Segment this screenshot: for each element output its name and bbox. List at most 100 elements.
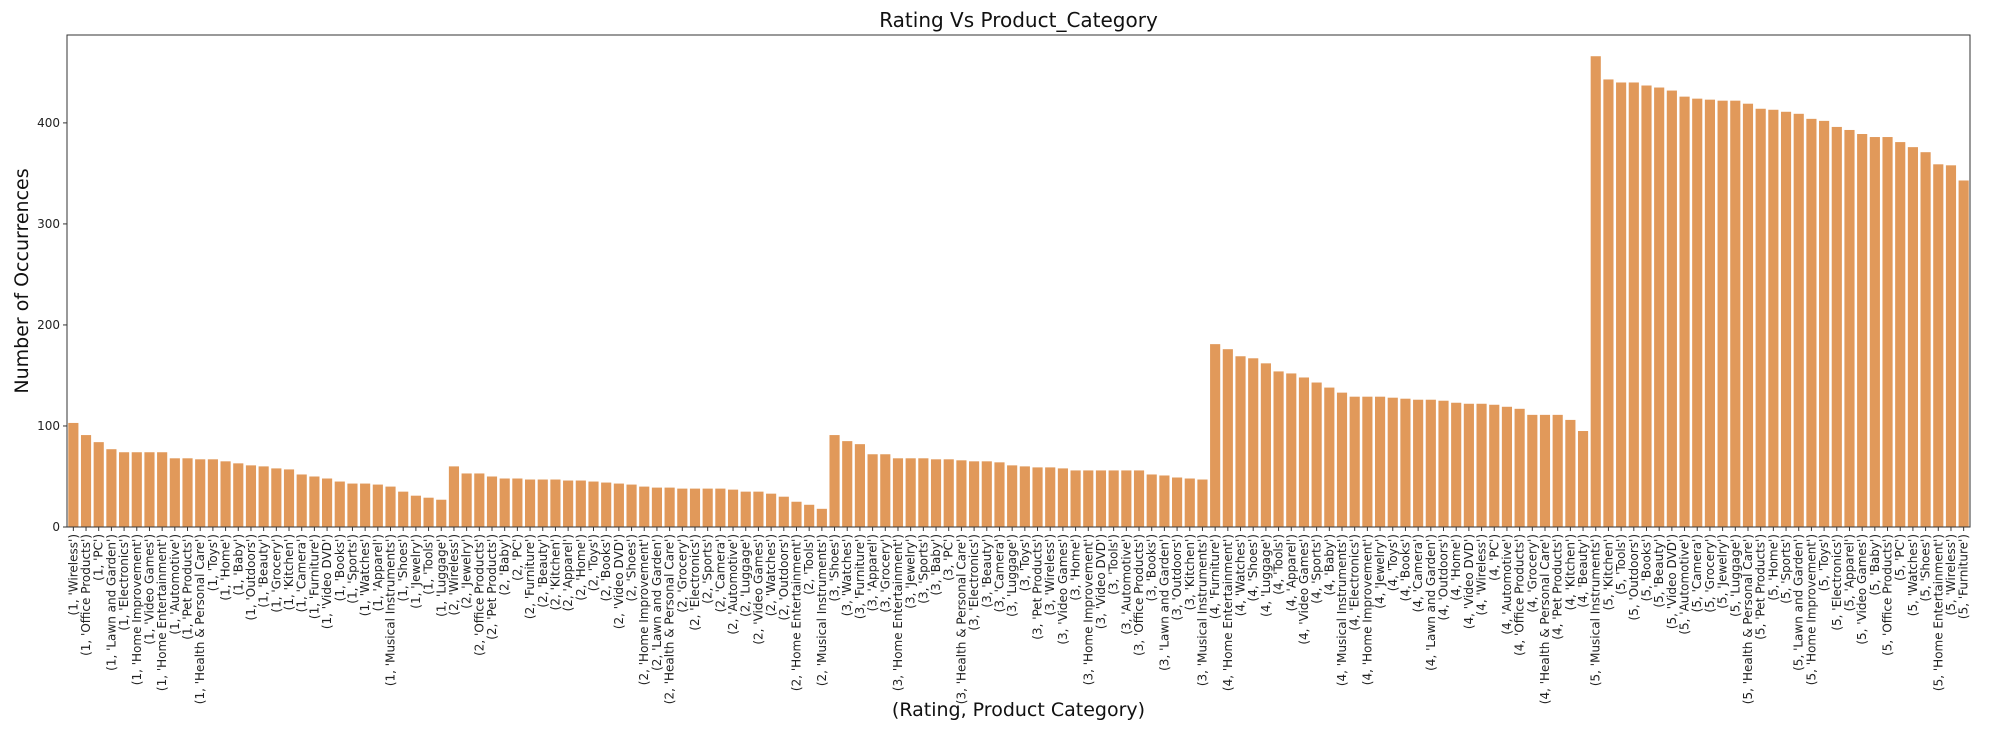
bar xyxy=(867,454,878,527)
bar xyxy=(334,481,345,527)
x-tick-label: (5, 'Home Entertainment') xyxy=(1931,534,1945,691)
bar xyxy=(1222,349,1233,527)
x-tick-label: (4, 'Grocery') xyxy=(1525,534,1539,613)
bar xyxy=(1476,403,1487,527)
bar xyxy=(1083,470,1094,527)
x-tick-label: (1, 'Home Improvement') xyxy=(130,534,144,685)
bar xyxy=(1260,363,1271,527)
bar xyxy=(930,459,942,527)
bars-layer xyxy=(68,56,1969,528)
x-tick-label: (1, 'Sports') xyxy=(345,534,359,604)
x-tick-label: (1, 'Furniture') xyxy=(307,534,321,619)
bar xyxy=(1603,79,1614,527)
x-tick-label: (1, 'Tools') xyxy=(422,534,436,595)
bar xyxy=(702,488,713,527)
x-tick-label: (5, 'Musical Instruments') xyxy=(1589,534,1603,686)
bar xyxy=(448,466,460,527)
bar xyxy=(1438,400,1449,527)
bar xyxy=(1019,466,1030,527)
bar xyxy=(1235,356,1246,527)
x-tick-label: (5, 'Outdoors') xyxy=(1627,534,1641,620)
x-tick-label: (1, 'Video Games') xyxy=(142,534,156,645)
x-tick-label: (5, 'Video DVD') xyxy=(1665,534,1679,629)
bar xyxy=(423,497,434,527)
x-tick-label: (4, 'Toys') xyxy=(1386,534,1400,591)
x-tick-label: (2, 'Luggage') xyxy=(739,534,753,617)
x-tick-label: (1, 'Toys') xyxy=(206,534,220,591)
x-tick-label: (1, 'Jewelry') xyxy=(409,534,423,609)
bar xyxy=(563,480,574,527)
bar xyxy=(943,459,954,527)
x-tick-label: (5, 'Home') xyxy=(1766,534,1780,601)
x-tick-label: (3, 'Baby') xyxy=(929,534,943,596)
x-tick-label: (4, 'Sports') xyxy=(1310,534,1324,604)
bar xyxy=(1806,118,1817,527)
bar xyxy=(93,442,104,527)
bar xyxy=(1451,402,1462,527)
bar xyxy=(816,508,827,527)
bar xyxy=(1273,371,1284,527)
bar xyxy=(486,476,498,527)
x-tick-label: (2, 'Outdoors') xyxy=(777,534,791,620)
bar xyxy=(1933,164,1944,527)
bar xyxy=(651,487,663,527)
x-tick-label: (3, 'Shoes') xyxy=(828,534,842,601)
bar xyxy=(1654,87,1665,527)
x-tick-label: (5, 'Shoes') xyxy=(1919,534,1933,601)
bar xyxy=(981,461,992,527)
bar xyxy=(322,478,333,527)
bar xyxy=(410,495,421,527)
x-axis: (1, 'Wireless')(1, 'Office Products')(1,… xyxy=(66,527,1971,704)
x-tick-label: (1, 'PC') xyxy=(92,534,106,581)
bar xyxy=(1819,120,1830,528)
x-tick-label: (1, 'Office Products') xyxy=(79,534,93,656)
x-tick-label: (1, 'Musical Instruments') xyxy=(384,534,398,686)
x-tick-label: (5, 'Jewelry') xyxy=(1716,534,1730,609)
x-tick-label: (4, 'Video Games') xyxy=(1297,534,1311,645)
bar xyxy=(1514,408,1525,527)
y-tick-label: 0 xyxy=(52,520,60,534)
x-tick-label: (3, 'Beauty') xyxy=(980,534,994,608)
bar xyxy=(347,483,358,527)
x-tick-label: (5, 'Electronics') xyxy=(1830,534,1844,631)
x-tick-label: (1, 'Beauty') xyxy=(257,534,271,608)
x-tick-label: (5, 'Home Improvement') xyxy=(1804,534,1818,685)
bar xyxy=(791,501,802,527)
x-tick-label: (3, 'Kitchen') xyxy=(1183,534,1197,610)
bar xyxy=(1704,99,1715,527)
x-tick-label: (3, 'Musical Instruments') xyxy=(1195,534,1209,686)
bar xyxy=(1895,142,1906,527)
y-axis: 0 100 200 300 400 xyxy=(37,116,67,534)
bar xyxy=(398,491,409,527)
x-tick-label: (4, 'Books') xyxy=(1398,534,1412,601)
x-tick-label: (2, 'Home Entertainment') xyxy=(789,534,803,691)
bar xyxy=(1742,103,1754,527)
x-tick-label: (2, 'Jewelry') xyxy=(460,534,474,609)
x-tick-label: (2, 'Musical Instruments') xyxy=(815,534,829,686)
bar xyxy=(1311,382,1322,527)
x-tick-label: (4, 'Home Entertainment') xyxy=(1221,534,1235,691)
x-tick-label: (1, 'Baby') xyxy=(231,534,245,596)
chart-title: Rating Vs Product_Category xyxy=(879,8,1158,32)
bar xyxy=(220,461,231,527)
x-tick-label: (3, 'Books') xyxy=(1145,534,1159,601)
bar xyxy=(131,452,142,527)
y-tick-label: 400 xyxy=(37,116,60,130)
bar xyxy=(664,487,675,527)
bar xyxy=(157,452,168,527)
bar xyxy=(1844,129,1855,527)
x-tick-label: (4, 'Electronics') xyxy=(1348,534,1362,631)
x-tick-label: (1, 'Kitchen') xyxy=(282,534,296,610)
bar xyxy=(1324,387,1335,527)
bar xyxy=(918,458,929,527)
bar xyxy=(778,496,789,527)
x-tick-label: (4, 'Luggage') xyxy=(1259,534,1273,617)
bar xyxy=(1375,396,1386,527)
plot-frame xyxy=(66,34,1971,528)
bar xyxy=(753,491,764,527)
x-tick-label: (4, 'Home') xyxy=(1449,534,1463,601)
x-tick-label: (3, 'Toys') xyxy=(1018,534,1032,591)
bar xyxy=(905,458,916,527)
bar xyxy=(689,488,701,527)
x-tick-label: (1, 'Luggage') xyxy=(434,534,448,617)
